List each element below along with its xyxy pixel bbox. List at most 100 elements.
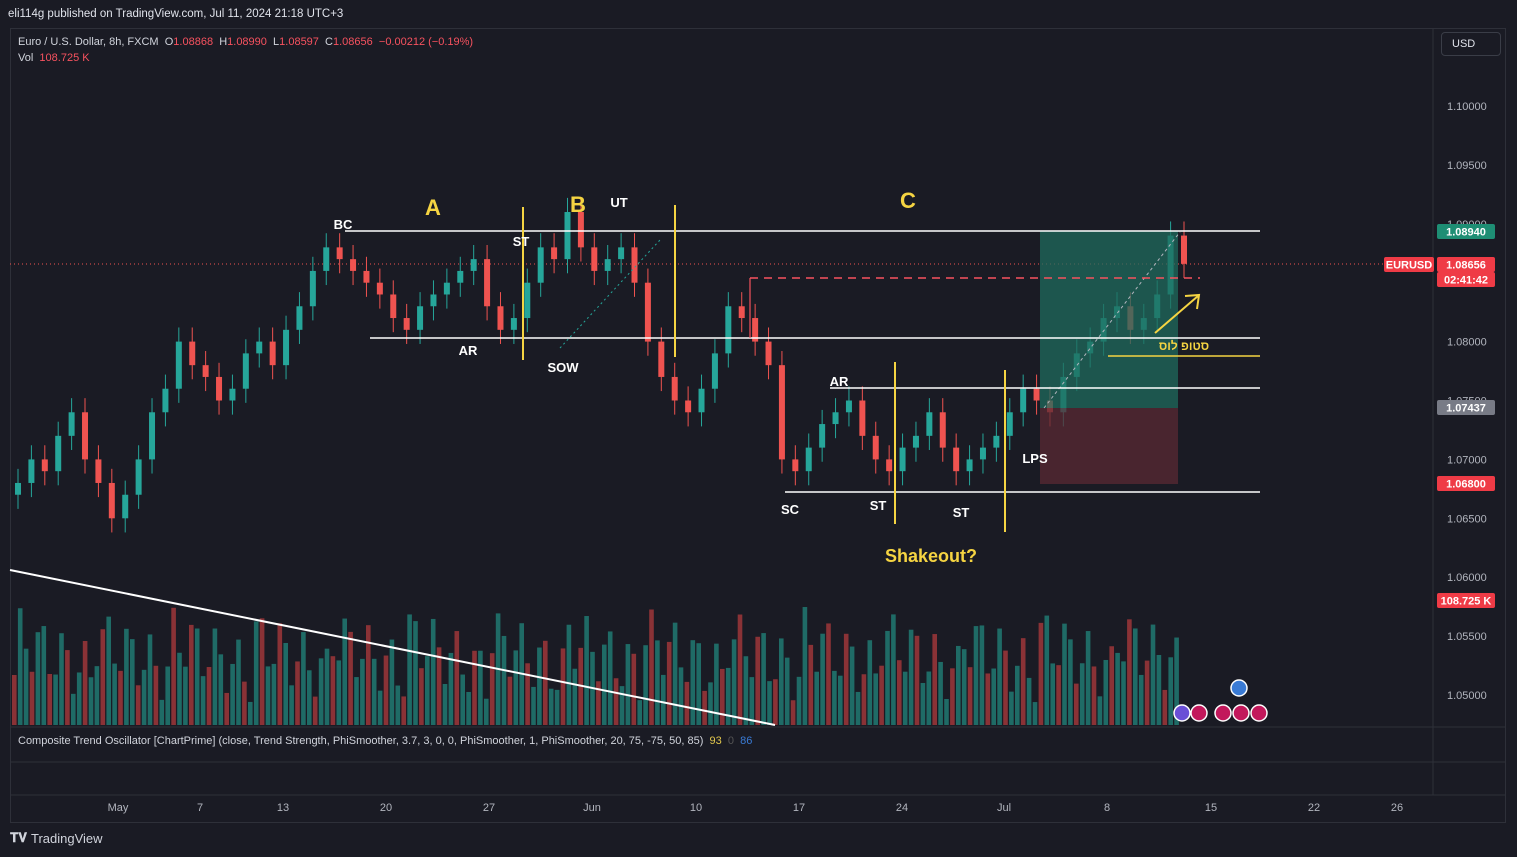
- volume-bar: [808, 644, 814, 725]
- volume-bar: [407, 614, 412, 725]
- candle-body: [993, 435, 1000, 448]
- economic-event-icon: [1232, 704, 1250, 722]
- candle-body: [524, 282, 531, 319]
- volume-bar: [159, 699, 165, 725]
- volume-bar: [1174, 637, 1179, 725]
- price-tick-label: 1.05000: [1447, 690, 1487, 702]
- oscillator-legend[interactable]: Composite Trend Oscillator [ChartPrime] …: [18, 735, 752, 747]
- volume-bar: [1156, 654, 1162, 725]
- time-tick-label: Jun: [583, 802, 601, 814]
- candle-body: [872, 435, 879, 460]
- annotation-label: ST: [513, 234, 530, 249]
- price-tag-target: [1437, 224, 1495, 239]
- volume-bar: [537, 647, 542, 725]
- time-tick-label: 24: [896, 802, 908, 814]
- volume-bar: [324, 648, 330, 725]
- volume-bar: [908, 629, 914, 725]
- volume-bar: [838, 675, 843, 725]
- volume-bar: [897, 660, 902, 725]
- candle-body: [149, 412, 156, 460]
- time-tick-label: 22: [1308, 802, 1320, 814]
- candle-body: [845, 400, 852, 413]
- volume-bar: [891, 614, 896, 725]
- volume-bar: [100, 629, 106, 725]
- volume-bar: [796, 676, 802, 725]
- annotation-label: AR: [459, 343, 478, 358]
- price-tag-volume: [1437, 593, 1495, 608]
- time-tick-label: 7: [197, 802, 203, 814]
- volume-bar: [194, 628, 200, 725]
- volume-bar: [637, 700, 642, 725]
- candle-body: [28, 459, 35, 483]
- candle-body: [82, 412, 89, 460]
- volume-bar: [802, 607, 808, 725]
- candle-body: [470, 259, 477, 271]
- volume-bar: [832, 670, 837, 725]
- volume-trendline: [9, 569, 776, 726]
- volume-bar: [944, 698, 949, 725]
- candle-body: [658, 341, 665, 377]
- volume-bar: [342, 618, 347, 725]
- volume-bar: [720, 668, 725, 725]
- candle-body: [1033, 388, 1040, 401]
- oscillator-value-2: 0: [727, 735, 735, 747]
- target-zone: [1040, 231, 1178, 408]
- volume-bar: [631, 653, 637, 725]
- volume-bar: [1074, 683, 1079, 725]
- annotation-label: ST: [953, 505, 970, 520]
- time-tick-label: 10: [690, 802, 702, 814]
- price-tag-text: EURUSD: [1386, 260, 1433, 272]
- oscillator-value-3: 86: [740, 735, 753, 747]
- volume-bar: [135, 685, 141, 725]
- volume-bar: [867, 640, 873, 725]
- volume-bar: [147, 634, 153, 725]
- volume-bar: [649, 609, 654, 725]
- volume-bar: [950, 668, 955, 725]
- candle-body: [778, 365, 785, 460]
- candle-body: [1181, 235, 1187, 264]
- candle-body: [979, 447, 986, 460]
- volume-bar: [885, 630, 890, 725]
- currency-button[interactable]: USD: [1441, 32, 1501, 56]
- annotation-label: C: [900, 188, 916, 213]
- volume-value: 108.725 K: [39, 52, 90, 64]
- candle-body: [296, 306, 303, 330]
- tradingview-logo-icon: 𝐓𝐕: [10, 830, 27, 845]
- symbol-legend[interactable]: Euro / U.S. Dollar, 8h, FXCM O1.08868 H1…: [18, 36, 473, 48]
- candle-body: [859, 400, 866, 436]
- volume-bar: [165, 666, 170, 725]
- candle-body: [15, 482, 21, 495]
- volume-bar: [29, 671, 35, 725]
- annotation-label: ST: [870, 498, 887, 513]
- volume-bar: [820, 633, 825, 725]
- volume-bar: [1138, 674, 1144, 725]
- volume-bar: [242, 681, 247, 725]
- price-tick-label: 1.09500: [1447, 160, 1487, 172]
- open-label: O: [164, 36, 174, 48]
- volume-bar: [666, 641, 672, 725]
- volume-bar: [354, 677, 359, 725]
- volume-bar: [507, 676, 513, 725]
- volume-legend[interactable]: Vol 108.725 K: [18, 52, 90, 64]
- volume-bar: [997, 628, 1002, 725]
- volume-bar: [501, 635, 507, 725]
- volume-bar: [731, 639, 737, 725]
- volume-bar: [212, 628, 218, 725]
- economic-event-icon: [1173, 704, 1191, 722]
- volume-bar: [41, 626, 47, 725]
- volume-bar: [1097, 696, 1103, 725]
- candle-body: [417, 306, 424, 330]
- price-tag-symbol: [1384, 257, 1434, 272]
- footer-brand[interactable]: 𝐓𝐕 TradingView: [10, 830, 103, 846]
- volume-bar: [684, 681, 690, 725]
- high-value: 1.08990: [227, 36, 267, 48]
- candle-body: [631, 247, 638, 283]
- volume-bar: [289, 685, 294, 725]
- volume-bar: [743, 656, 749, 725]
- candle-body: [68, 412, 75, 436]
- change-value: −0.00212 (−0.19%): [378, 36, 474, 48]
- volume-bar: [65, 650, 70, 725]
- candle-body: [819, 424, 826, 448]
- volume-label: Vol: [18, 52, 34, 64]
